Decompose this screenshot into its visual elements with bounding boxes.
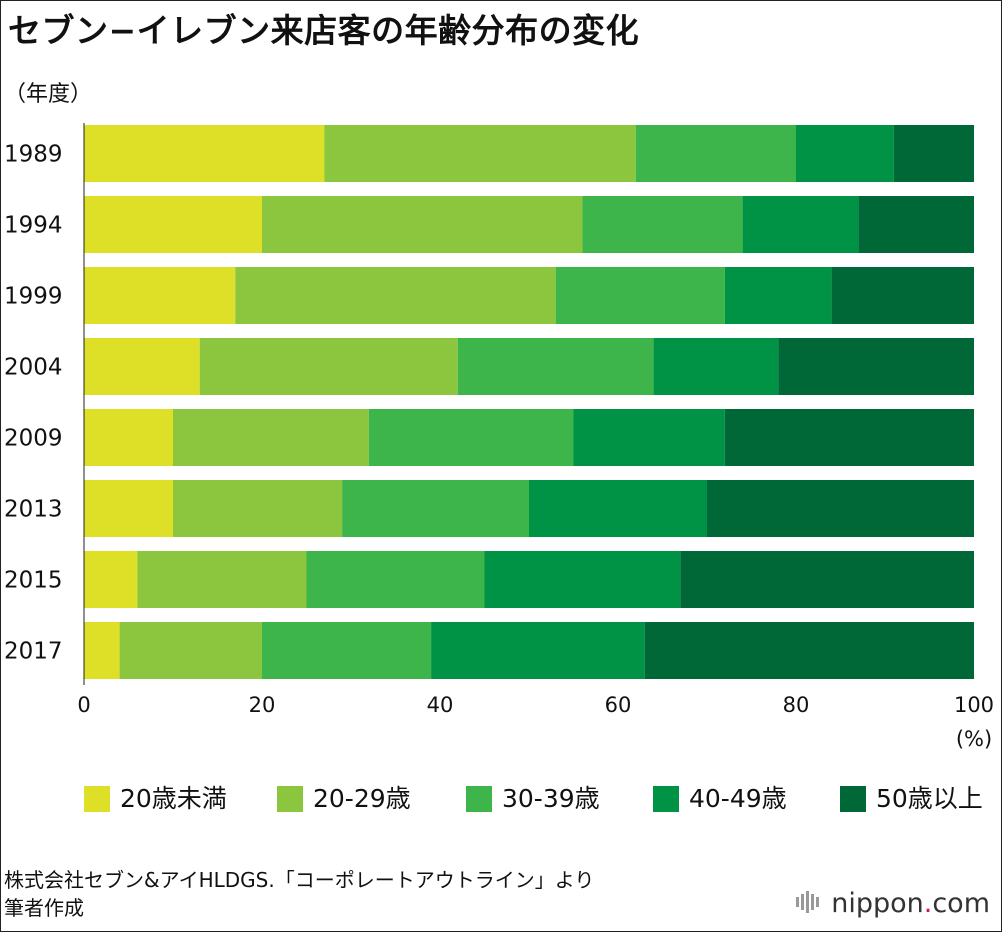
bar-segment: [84, 338, 200, 395]
legend-label: 30-39歳: [502, 784, 600, 813]
bar-segment: [431, 622, 645, 679]
bar-segment: [137, 551, 307, 608]
legend-swatch: [466, 786, 492, 812]
year-label: 1994: [4, 213, 63, 239]
bar-segment: [680, 551, 974, 608]
nippon-logo-icon: [796, 891, 820, 913]
chart-title: セブン−イレブン来店客の年齢分布の変化: [8, 11, 640, 50]
source-line: 株式会社セブン&アイHLDGS.「コーポレートアウトライン」より: [4, 868, 595, 892]
bar-segment: [342, 480, 529, 537]
bar-segment: [653, 338, 779, 395]
x-tick-label: 20: [249, 693, 276, 717]
bar-segment: [173, 480, 343, 537]
legend-swatch: [840, 786, 866, 812]
bar-segment: [84, 480, 173, 537]
legend-swatch: [653, 786, 679, 812]
legend-swatch: [84, 786, 110, 812]
x-tick-label: 0: [77, 693, 90, 717]
bar-segment: [582, 196, 743, 253]
bar-segment: [858, 196, 974, 253]
bar-segment: [235, 267, 556, 324]
x-tick-label: 100: [954, 693, 994, 717]
x-tick-label: 40: [427, 693, 454, 717]
x-tick-label: 80: [783, 693, 810, 717]
brand-name: nippon: [831, 888, 924, 919]
bar-segment: [306, 551, 485, 608]
year-label: 1989: [4, 142, 63, 168]
year-label: 2009: [4, 426, 63, 452]
bar-segment: [457, 338, 654, 395]
bar-segment: [893, 125, 974, 182]
bar-segment: [529, 480, 707, 537]
y-axis-unit-label: （年度）: [4, 82, 93, 107]
bar-segment: [644, 622, 974, 679]
legend-label: 40-49歳: [689, 784, 787, 813]
bar-segment: [796, 125, 894, 182]
bar-segment: [119, 622, 262, 679]
bar-segment: [262, 196, 583, 253]
brand-suffix: com: [932, 888, 990, 919]
bar-segment: [778, 338, 974, 395]
year-label: 1999: [4, 284, 63, 310]
bar-segment: [368, 409, 574, 466]
brand-logo: nippon.com: [795, 888, 990, 919]
year-label: 2015: [4, 568, 63, 594]
bar-segment: [324, 125, 636, 182]
legend-label: 50歳以上: [876, 784, 983, 813]
year-label: 2013: [4, 497, 63, 523]
bar-segment: [199, 338, 458, 395]
legend-label: 20-29歳: [313, 784, 411, 813]
source-note: 株式会社セブン&アイHLDGS.「コーポレートアウトライン」より 筆者作成: [4, 866, 594, 922]
bar-segment: [173, 409, 369, 466]
bar-segment: [707, 480, 974, 537]
legend-label: 20歳未満: [120, 784, 227, 813]
stacked-bar-chart: 1989 1994 1999 2004 2009 2013 2015 2017 0 20 40 60 8…: [4, 123, 994, 751]
bar-segment: [635, 125, 796, 182]
source-line: 筆者作成: [4, 896, 84, 920]
legend-swatch: [277, 786, 303, 812]
bar-segment: [724, 409, 974, 466]
year-label: 2017: [4, 639, 63, 665]
bar-segment: [831, 267, 974, 324]
bar-segment: [724, 267, 832, 324]
bar-segment: [84, 267, 236, 324]
bar-segment: [573, 409, 725, 466]
x-axis-unit-label: (%): [956, 727, 992, 751]
bar-segment: [84, 551, 138, 608]
bar-segment: [84, 196, 262, 253]
bar-segment: [742, 196, 859, 253]
bar-segment: [84, 409, 173, 466]
brand-dot: .: [923, 888, 933, 919]
bar-segment: [555, 267, 725, 324]
bar-segment: [84, 125, 325, 182]
bar-segment: [484, 551, 681, 608]
x-tick-label: 60: [605, 693, 632, 717]
bar-segment: [262, 622, 432, 679]
year-label: 2004: [4, 355, 63, 381]
bar-segment: [84, 622, 120, 679]
